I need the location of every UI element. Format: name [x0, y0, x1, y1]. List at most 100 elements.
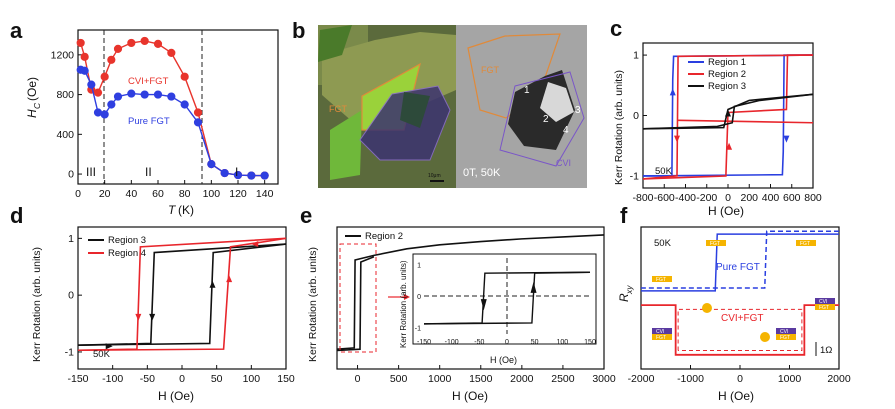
sweep-arrow-d-top [251, 241, 259, 248]
x-tick-label: 0 [75, 188, 81, 200]
y-tick-label: 0 [68, 169, 74, 181]
x-tick-label: -100 [102, 373, 123, 385]
panel-e-xlabel: H (Oe) [452, 389, 488, 403]
panel-a-ylabel-h: H [25, 109, 39, 118]
sweep-arrow-0 [669, 88, 676, 96]
panel-d-ticks: -150 -100 -50 0 50 100 150 -1 0 1 [65, 233, 295, 385]
data-point [93, 88, 103, 97]
x-tick-label: 150 [277, 373, 295, 385]
x-tick-label: -1000 [677, 373, 704, 385]
loop-f-pure-1 [641, 233, 839, 292]
inset-x-tick-label: 0 [505, 339, 509, 346]
sweep-arrow-d-bottom [105, 343, 113, 350]
panel-e-axes [336, 226, 605, 370]
panel-f-scale: 1Ω [820, 345, 832, 356]
panel-e-zoom-arrowhead [404, 294, 410, 300]
panel-a-axes [77, 29, 279, 185]
moke-region-2: 2 [543, 114, 549, 125]
panel-c-ticks: -800 -600 -400 -200 0 200 400 600 800 -1 0 1 [630, 50, 822, 204]
moke-bright-region [540, 82, 574, 122]
x-tick-label: 60 [152, 188, 164, 200]
data-point [247, 171, 256, 180]
data-point [100, 110, 109, 119]
loop-region-2-down [642, 54, 814, 180]
panel-a-region-II: II [145, 165, 152, 179]
data-point [167, 48, 176, 57]
stack-cvi-2 [776, 328, 796, 334]
data-point [140, 36, 149, 46]
data-point [127, 89, 136, 98]
x-tick-label: 0 [737, 373, 743, 385]
panel-e-zoom-box [339, 243, 377, 353]
x-tick-label: 200 [740, 192, 758, 204]
legend-region-1: Region 1 [708, 57, 746, 68]
stack-cvi-2-label: CVI [780, 329, 788, 335]
moke-label-fgt: FGT [481, 65, 499, 75]
legend-d-region-4: Region 4 [108, 248, 146, 259]
panel-d-letter: d [10, 203, 23, 228]
sweep-arrow-4 [725, 109, 731, 117]
inset-arrow-down [480, 299, 487, 311]
panel-f-ylabel-sub: xy [624, 285, 634, 295]
data-point [87, 80, 96, 89]
data-point [100, 72, 109, 81]
stack-fgt-2 [796, 240, 816, 246]
data-point [180, 100, 189, 109]
moke-region-3: 3 [575, 105, 581, 116]
loop-region-2-up [642, 54, 813, 180]
data-point [260, 171, 269, 180]
inset-y-tick-label: 0 [417, 294, 421, 301]
stack-fgt-5-label: FGT [780, 335, 790, 341]
panel-a-label-cvi: CVI+FGT [128, 76, 169, 87]
inset-x-tick-label: 100 [556, 339, 568, 346]
y-tick-label: 1 [68, 233, 74, 245]
stack-fgt-5 [776, 334, 796, 340]
moke-label-cvi: CVI [556, 158, 571, 168]
data-point [180, 72, 189, 81]
x-tick-label: 120 [229, 188, 247, 200]
loop-d-region-3-1 [77, 243, 287, 346]
data-point [76, 38, 85, 48]
y-tick-label: 800 [56, 89, 74, 101]
data-point [127, 38, 136, 48]
data-point [107, 100, 116, 109]
scale-bar-label: 10μm [428, 173, 441, 179]
stack-fgt-6-label: FGT [819, 305, 829, 311]
legend-e-region-2: Region 2 [365, 231, 403, 242]
panel-a-xlabel-unit: (K) [178, 203, 194, 217]
data-point [80, 52, 89, 61]
stack-fgt-4 [652, 334, 672, 340]
x-tick-label: -150 [67, 373, 88, 385]
panel-a-ylabel: H C (Oe) [25, 77, 42, 118]
panel-e-inset-xlabel: H (Oe) [490, 355, 517, 365]
inset-loop-up [423, 271, 591, 325]
panel-b-letter: b [292, 18, 305, 43]
panel-f: f -2000 -1000 0 1000 2000 50K Pure FGT CVI+F… [617, 203, 851, 403]
panel-d-legend: Region 3 Region 4 [88, 235, 146, 259]
data-point [220, 168, 229, 178]
loop-f-pure-2 [641, 230, 839, 289]
x-tick-label: 80 [179, 188, 191, 200]
stack-fgt-2-label: FGT [800, 241, 810, 247]
panel-a-letter: a [10, 18, 23, 43]
x-tick-label: -200 [696, 192, 717, 204]
inset-arrow-up [530, 281, 537, 293]
x-tick-label: 100 [203, 188, 221, 200]
panel-f-label-pure: Pure FGT [716, 262, 760, 273]
loop-f-cvi-1 [641, 304, 839, 356]
data-point [113, 92, 123, 101]
data-point [233, 170, 243, 180]
panel-c-legend: Region 1 Region 2 Region 3 [688, 57, 746, 92]
panel-f-temp: 50K [654, 238, 672, 249]
inset-x-tick-label: -100 [445, 339, 459, 346]
optical-flake-left [330, 110, 362, 180]
x-tick-label: 400 [762, 192, 780, 204]
panel-a-ylabel-unit: (Oe) [25, 77, 39, 101]
sweep-arrow-2 [674, 135, 680, 143]
panel-e-ylabel: Kerr Rotation (arb. units) [307, 247, 319, 362]
x-tick-label: 0 [725, 192, 731, 204]
panel-a-region-III: III [86, 165, 96, 179]
x-tick-label: -400 [675, 192, 696, 204]
panel-c-letter: c [610, 16, 622, 41]
x-tick-label: 100 [243, 373, 261, 385]
